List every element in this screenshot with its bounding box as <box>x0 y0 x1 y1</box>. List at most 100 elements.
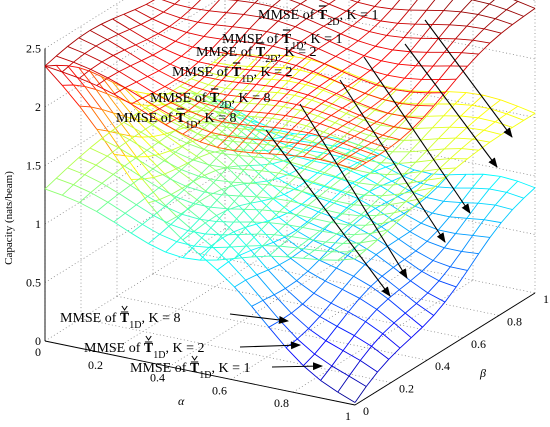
mesh-line <box>438 126 450 139</box>
mesh-line <box>148 114 166 126</box>
mesh-line <box>197 123 216 136</box>
mesh-line <box>291 118 303 130</box>
mesh-line <box>277 120 290 133</box>
mesh-line <box>433 301 446 316</box>
mesh-line <box>123 121 142 133</box>
mesh-line <box>466 202 479 219</box>
mesh-line <box>285 347 304 367</box>
mesh-line <box>334 176 353 184</box>
mesh-line <box>107 201 126 214</box>
mesh-line <box>204 191 222 196</box>
mesh-line <box>371 229 389 234</box>
mesh-line <box>96 128 115 155</box>
y-tick-label: 0.6 <box>471 337 486 351</box>
mesh-line <box>415 52 428 67</box>
mesh-line <box>107 193 120 203</box>
mesh-line <box>147 187 160 197</box>
mesh-line <box>231 123 250 139</box>
mesh-line <box>454 92 467 105</box>
mesh-line <box>203 24 216 37</box>
mesh-line <box>186 21 199 33</box>
mesh-line <box>336 255 348 269</box>
mesh-line <box>369 134 387 140</box>
mesh-line <box>243 156 256 170</box>
mesh-line <box>79 202 97 212</box>
mesh-line <box>180 17 199 23</box>
mesh-line <box>268 153 287 156</box>
mesh-line <box>360 142 372 151</box>
mesh-line <box>386 22 399 36</box>
mesh-line <box>146 0 156 5</box>
mesh-line <box>342 142 361 151</box>
mesh-line <box>62 71 80 79</box>
mesh-line <box>84 174 103 184</box>
mesh-line <box>205 215 217 224</box>
mesh-line <box>336 191 348 202</box>
mesh-line <box>432 260 451 268</box>
mesh-line <box>146 142 159 151</box>
mesh-line <box>375 138 387 150</box>
mesh-line <box>250 111 269 114</box>
mesh-line <box>67 37 80 47</box>
mesh-line <box>118 184 131 194</box>
mesh-line <box>249 28 267 32</box>
mesh-line <box>249 202 268 222</box>
mesh-line <box>278 172 297 178</box>
mesh-line <box>346 10 364 18</box>
mesh-line <box>129 28 148 40</box>
mesh-line <box>146 33 159 41</box>
mesh-line <box>353 92 366 102</box>
mesh-line <box>301 71 314 81</box>
mesh-line <box>369 185 381 192</box>
mesh-line <box>289 41 302 51</box>
mesh-line <box>399 289 417 304</box>
annotation-arrow <box>339 79 446 243</box>
mesh-line <box>305 149 324 154</box>
mesh-line <box>261 57 279 62</box>
mesh-line <box>432 148 445 161</box>
x-tick-label: 0.4 <box>150 371 165 385</box>
mesh-line <box>213 97 232 110</box>
mesh-line <box>170 194 189 210</box>
mesh-line <box>461 148 479 151</box>
x-tick-label: 1 <box>345 409 351 423</box>
mesh-line <box>313 280 326 294</box>
mesh-line <box>427 280 440 294</box>
mesh-line <box>256 196 274 199</box>
mesh-line <box>472 138 491 143</box>
mesh-line <box>233 208 246 223</box>
mesh-line <box>266 180 285 195</box>
mesh-line <box>152 133 165 138</box>
mesh-line <box>129 24 142 30</box>
mesh-line <box>67 157 80 169</box>
mesh-line <box>409 149 428 153</box>
mesh-line <box>410 171 423 184</box>
mesh-line <box>358 144 376 151</box>
mesh-line <box>130 184 148 197</box>
mesh-line <box>234 138 247 152</box>
mesh-line <box>199 132 212 143</box>
mesh-line <box>277 178 296 190</box>
mesh-line <box>279 320 298 340</box>
mesh-line <box>342 335 355 351</box>
mesh-line <box>199 91 211 103</box>
mesh-line <box>220 121 238 137</box>
mesh-line <box>517 180 536 189</box>
mesh-line <box>307 86 320 96</box>
mesh-line <box>148 199 160 204</box>
mesh-line <box>341 70 360 80</box>
mesh-line <box>277 20 296 28</box>
mesh-line <box>432 126 450 129</box>
mesh-line <box>141 60 160 72</box>
mesh-line <box>454 174 467 189</box>
mesh-line <box>267 216 279 222</box>
mesh-line <box>89 30 108 41</box>
mesh-line <box>449 115 462 128</box>
mesh-line <box>181 140 193 147</box>
mesh-line <box>288 69 301 82</box>
mesh-line <box>312 63 325 72</box>
mesh-line <box>228 124 241 137</box>
mesh-line <box>55 65 74 86</box>
mesh-line <box>44 65 63 86</box>
mesh-line <box>426 229 439 242</box>
